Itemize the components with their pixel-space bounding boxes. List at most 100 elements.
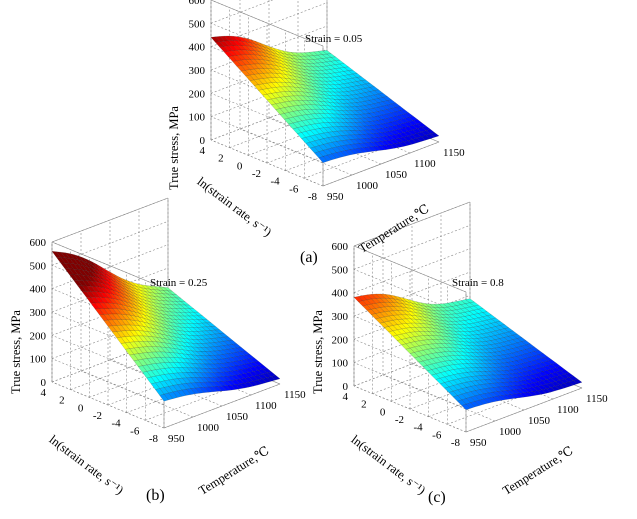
grid-line — [210, 0, 274, 24]
y-tick-label: -4 — [111, 418, 121, 430]
y-tick-label: -2 — [395, 414, 404, 426]
panel-c-label: (c) — [428, 489, 446, 506]
grid-line — [353, 225, 471, 270]
box-edge — [51, 241, 165, 289]
x-tick-label: 1100 — [414, 158, 436, 170]
grid-line — [51, 291, 169, 336]
surface-mesh — [353, 293, 583, 410]
y-tick-label: 4 — [343, 391, 349, 403]
y-tick-label: 2 — [218, 153, 224, 165]
x-tick-label: 1050 — [385, 169, 408, 181]
panel-a-zlabel: True stress, MPa — [167, 106, 181, 190]
surface-patch — [270, 375, 281, 381]
x-tick-label: 1050 — [226, 411, 249, 423]
z-tick-label: 500 — [332, 264, 349, 276]
grid-line — [210, 116, 324, 163]
z-tick-label: 600 — [332, 241, 349, 253]
y-tick-label: 0 — [380, 406, 386, 418]
panel-a-xlabel: Temperature,℃ — [356, 201, 431, 255]
grid-line — [248, 111, 365, 156]
grid-line — [80, 370, 194, 418]
panel-a-ylabel: ln(strain rate, s⁻¹) — [195, 174, 275, 239]
grid-line — [353, 341, 471, 387]
surface-patch — [429, 132, 440, 138]
grid-line — [107, 360, 225, 406]
grid-line — [51, 267, 169, 313]
z-tick-label: 100 — [30, 354, 47, 366]
z-tick-label: 0 — [200, 135, 206, 147]
surface-mesh — [210, 35, 440, 163]
y-tick-label: 4 — [41, 387, 47, 399]
grid-line — [353, 362, 467, 409]
panel-a-label: (a) — [300, 249, 318, 266]
z-tick-label: 400 — [30, 284, 47, 296]
x-tick-label: 950 — [168, 433, 185, 445]
y-tick-label: -6 — [289, 183, 299, 195]
panel-b-title: Strain = 0.25 — [150, 277, 208, 289]
grid-line — [51, 358, 165, 405]
grid-line — [51, 337, 169, 383]
z-tick-label: 0 — [41, 377, 47, 389]
y-tick-label: 2 — [361, 399, 367, 411]
surface-chart-1: 0100200300400500600-8-6-4-20249501000105… — [30, 197, 306, 445]
z-tick-label: 600 — [30, 237, 47, 249]
box-edge — [353, 201, 471, 247]
grid-line — [391, 357, 508, 402]
y-tick-label: 4 — [200, 145, 206, 157]
grid-line — [353, 318, 471, 363]
grid-line — [89, 353, 206, 398]
box-edge — [353, 245, 467, 293]
x-tick-label: 1100 — [255, 400, 277, 412]
z-tick-label: 500 — [30, 260, 47, 272]
x-tick-label: 950 — [327, 191, 344, 203]
grid-line — [409, 364, 527, 410]
z-tick-label: 300 — [189, 65, 206, 77]
y-tick-label: -4 — [270, 176, 280, 188]
grid-line — [353, 295, 471, 340]
grid-line — [51, 244, 169, 289]
z-tick-label: 100 — [189, 112, 206, 124]
y-tick-label: -8 — [149, 433, 159, 445]
panel-b-label: (b) — [146, 487, 165, 504]
grid-line — [145, 376, 262, 421]
grid-line — [266, 118, 384, 164]
grid-line — [353, 248, 471, 293]
x-tick-label: 1100 — [557, 404, 579, 416]
x-tick-label: 1000 — [197, 422, 220, 434]
z-tick-label: 300 — [332, 311, 349, 323]
y-tick-label: -2 — [93, 410, 102, 422]
z-tick-label: 100 — [332, 358, 349, 370]
grid-line — [51, 314, 169, 359]
grid-line — [447, 380, 564, 425]
x-tick-label: 1000 — [499, 426, 522, 438]
panel-b-zlabel: True stress, MPa — [9, 310, 23, 394]
y-tick-label: -6 — [432, 429, 442, 441]
surface-patch — [572, 378, 583, 384]
y-tick-label: 0 — [78, 402, 84, 414]
grid-line — [210, 95, 328, 141]
box-edge — [51, 197, 169, 243]
panel-c-title: Strain = 0.8 — [452, 277, 504, 289]
panel-a-title: Strain = 0.05 — [305, 33, 363, 45]
grid-line — [126, 368, 243, 413]
panel-b-xlabel: Temperature,℃ — [196, 443, 271, 497]
grid-line — [70, 345, 187, 390]
box-edge — [163, 383, 281, 429]
panel-c-zlabel: True stress, MPa — [311, 310, 325, 394]
surface-chart-0: 0100200300400500600-8-6-4-20249501000105… — [189, 0, 465, 203]
z-tick-label: 200 — [189, 88, 206, 100]
grid-line — [210, 25, 328, 71]
x-tick-label: 950 — [470, 437, 487, 449]
z-tick-label: 400 — [332, 288, 349, 300]
box-edge — [210, 0, 324, 47]
grid-line — [285, 126, 402, 171]
z-tick-label: 400 — [189, 42, 206, 54]
x-tick-label: 1050 — [528, 415, 551, 427]
z-tick-label: 500 — [189, 18, 206, 30]
z-tick-label: 600 — [189, 0, 206, 7]
panel-c-xlabel: Temperature,℃ — [500, 443, 575, 497]
z-tick-label: 300 — [30, 307, 47, 319]
grid-line — [304, 134, 421, 179]
y-tick-label: -2 — [252, 168, 261, 180]
